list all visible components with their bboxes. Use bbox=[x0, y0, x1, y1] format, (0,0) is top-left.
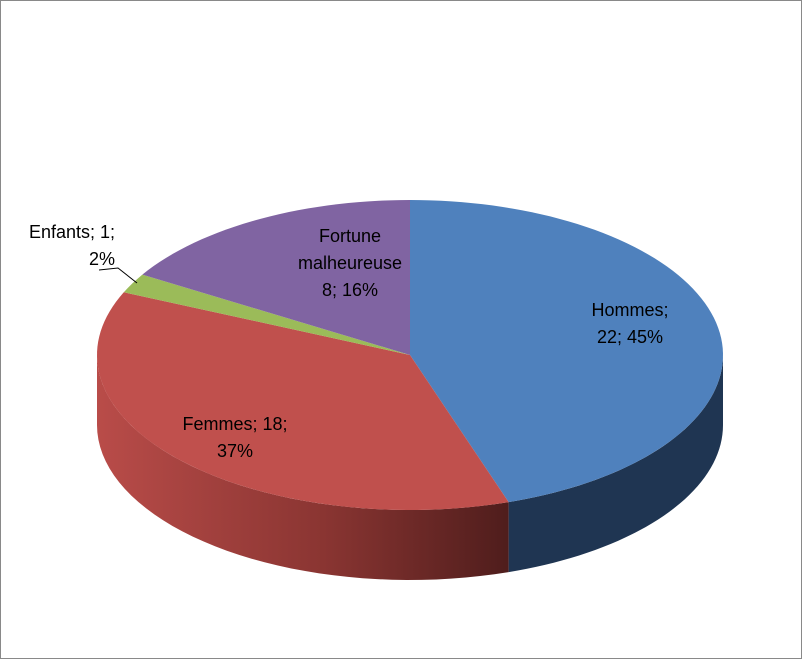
data-label-line: Enfants; 1; bbox=[29, 222, 115, 242]
data-label-line: Fortune bbox=[319, 226, 381, 246]
slice bbox=[410, 200, 723, 503]
data-label-line: 8; 16% bbox=[322, 280, 378, 300]
data-label: Hommes; 22; 45% bbox=[591, 300, 668, 347]
data-label-line: 2% bbox=[89, 249, 115, 269]
slice-side bbox=[97, 355, 509, 580]
data-label-line: Hommes; bbox=[591, 300, 668, 320]
data-label: Femmes; 18; 37% bbox=[182, 414, 287, 461]
slice bbox=[97, 292, 509, 510]
data-label-line: Femmes; 18; bbox=[182, 414, 287, 434]
data-label-line: malheureuse bbox=[298, 253, 402, 273]
data-label: Enfants; 1; 2% bbox=[29, 222, 115, 269]
data-label-line: 22; 45% bbox=[597, 327, 663, 347]
slice bbox=[142, 200, 410, 355]
slice-side bbox=[508, 355, 723, 573]
leader-line bbox=[98, 267, 138, 284]
data-label-line: 37% bbox=[217, 441, 253, 461]
data-label: Fortune malheureuse 8; 16% bbox=[298, 226, 402, 300]
slice bbox=[123, 274, 410, 355]
